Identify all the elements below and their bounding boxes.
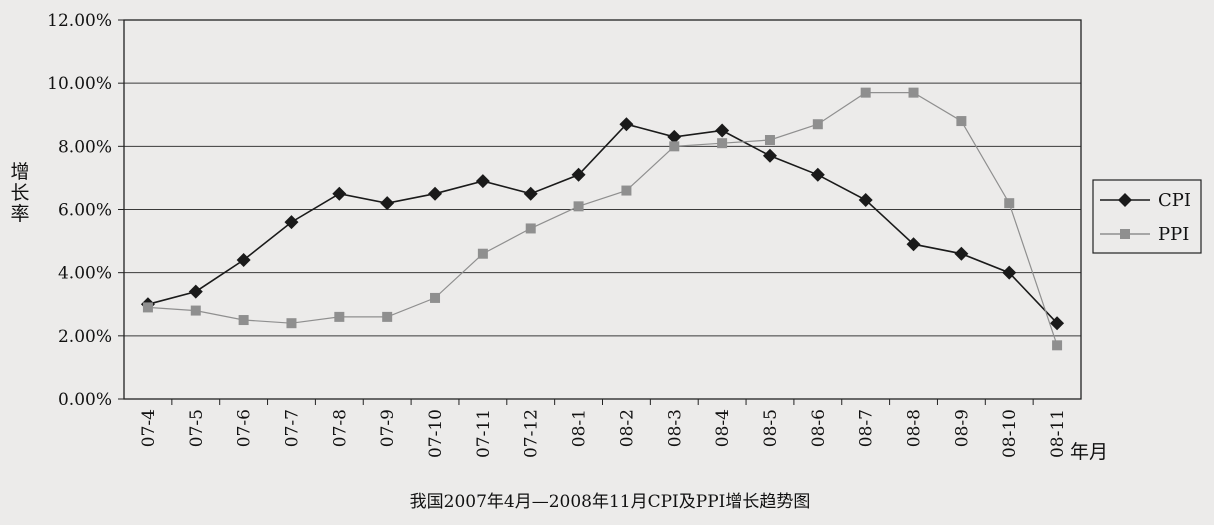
x-tick-label: 07-12 (522, 409, 542, 458)
data-point (523, 186, 538, 201)
y-axis-title-text: 增长率 (10, 161, 29, 225)
x-tick-label: 07-8 (330, 409, 350, 447)
legend-label: CPI (1158, 190, 1191, 211)
data-point (908, 87, 919, 98)
data-point (430, 292, 441, 303)
legend-item-cpi: CPI (1100, 190, 1191, 211)
data-point (956, 116, 967, 127)
x-tick-label: 08-3 (665, 409, 685, 447)
data-point (573, 201, 584, 212)
legend-marker (1118, 193, 1132, 207)
data-point (906, 237, 921, 252)
data-point (477, 248, 488, 259)
y-tick-label: 0.00% (58, 390, 112, 410)
legend-item-ppi: PPI (1100, 224, 1189, 245)
y-tick-labels: 0.00% 2.00% 4.00% 6.00% 8.00% 10.00% 12.00% (47, 11, 112, 410)
data-point (810, 167, 825, 182)
x-tick-label: 08-4 (713, 409, 733, 447)
data-point (1050, 316, 1065, 331)
data-point (238, 315, 249, 326)
x-tick-label: 08-5 (761, 409, 781, 447)
data-point (1002, 265, 1017, 280)
data-point (860, 87, 871, 98)
chart-title: 我国2007年4月—2008年11月CPI及PPI增长趋势图 (410, 492, 811, 512)
y-tick-label: 8.00% (58, 137, 112, 157)
x-tick-label: 08-8 (905, 409, 925, 447)
data-point (525, 223, 536, 234)
series-line (147, 91, 1058, 346)
x-tick-label: 08-11 (1048, 409, 1068, 458)
x-tick-label: 08-9 (952, 409, 972, 447)
data-point (1052, 340, 1063, 351)
x-tick-label: 08-10 (1000, 409, 1020, 458)
data-point (332, 186, 347, 201)
legend-label: PPI (1158, 224, 1189, 245)
gridlines (124, 19, 1081, 337)
data-point (621, 185, 632, 196)
series-cpi (140, 117, 1065, 331)
x-tick-label: 08-7 (857, 409, 877, 447)
x-tick-label: 07-4 (139, 409, 159, 447)
data-point (954, 246, 969, 261)
y-tick-label: 12.00% (47, 11, 112, 31)
x-tick-label: 07-7 (282, 409, 302, 447)
data-point (428, 186, 443, 201)
series-ppi (142, 87, 1063, 351)
x-tick-label: 07-5 (187, 409, 207, 447)
data-point (188, 284, 203, 299)
y-axis-title: 增长率 (10, 161, 29, 225)
x-tick-label: 08-6 (809, 409, 829, 447)
x-tick-label: 07-9 (378, 409, 398, 447)
data-point (858, 193, 873, 208)
data-point (667, 129, 682, 144)
data-point (142, 302, 153, 313)
data-point (475, 174, 490, 189)
legend: CPI PPI (1092, 179, 1202, 254)
data-point (334, 311, 345, 322)
y-tick-label: 4.00% (58, 264, 112, 284)
data-point (812, 119, 823, 130)
data-point (190, 305, 201, 316)
data-point (764, 135, 775, 146)
x-tick-labels: 07-4 07-5 07-6 07-7 07-8 07-9 07-10 07-11 07-12 0… (139, 409, 1068, 458)
data-point (669, 141, 680, 152)
x-tick-label: 07-10 (426, 409, 446, 458)
data-point (380, 196, 395, 211)
data-point (284, 215, 299, 230)
x-tick-label: 07-11 (474, 409, 494, 458)
data-point (286, 318, 297, 329)
data-point (762, 148, 777, 163)
data-point (571, 167, 586, 182)
data-point (382, 311, 393, 322)
data-point (717, 138, 728, 149)
data-point (236, 253, 251, 268)
y-tick-label: 10.00% (47, 74, 112, 94)
x-tick-label: 07-6 (235, 409, 255, 447)
x-tick-label: 08-1 (570, 409, 590, 447)
series-layer (140, 87, 1065, 351)
x-axis-title: 年月 (1070, 441, 1108, 463)
data-point (619, 117, 634, 132)
axes (118, 19, 1082, 405)
legend-box (1092, 179, 1202, 254)
legend-marker (1120, 229, 1130, 239)
series-line (147, 123, 1058, 324)
x-tick-label: 08-2 (617, 409, 637, 447)
y-tick-label: 6.00% (58, 201, 112, 221)
data-point (1004, 198, 1015, 209)
data-point (715, 123, 730, 138)
y-tick-label: 2.00% (58, 327, 112, 347)
